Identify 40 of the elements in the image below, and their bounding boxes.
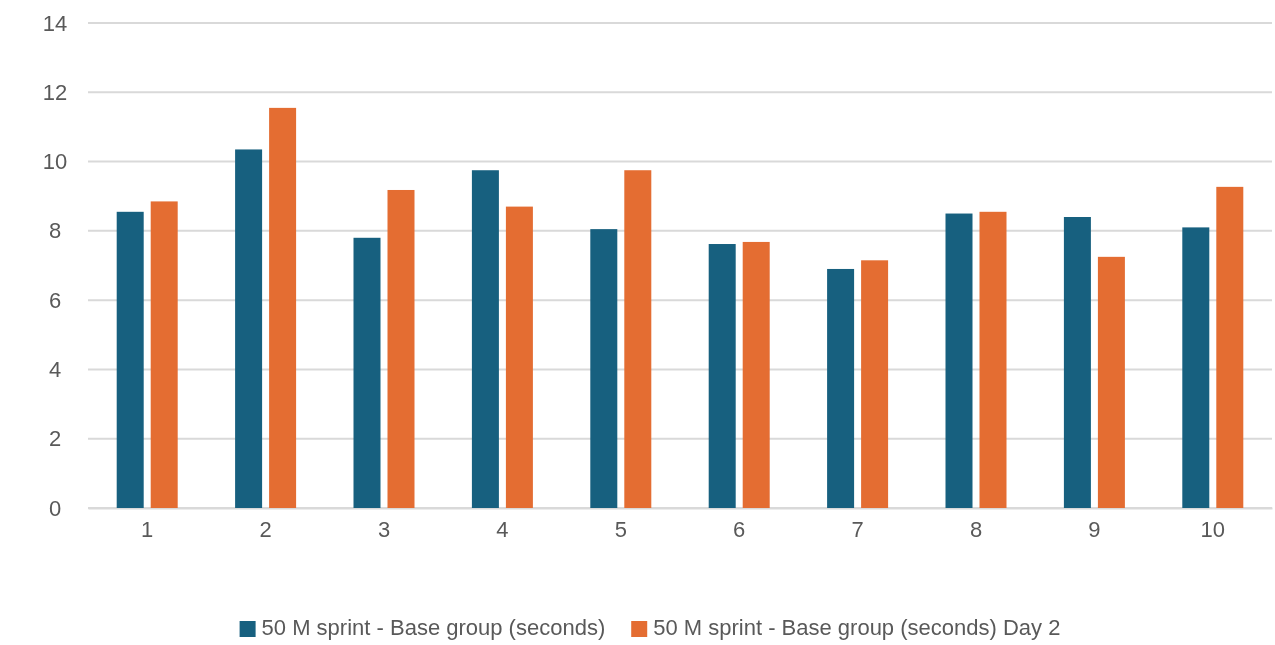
- bar: [505, 206, 533, 508]
- bar: [1182, 227, 1210, 508]
- legend-label: 50 M sprint - Base group (seconds) Day 2: [653, 615, 1061, 640]
- bar: [116, 211, 144, 508]
- bar: [1097, 256, 1125, 508]
- y-tick-label: 0: [48, 495, 62, 521]
- bar: [1216, 186, 1244, 508]
- bar: [861, 260, 889, 508]
- bar: [979, 211, 1007, 508]
- bar: [471, 170, 499, 508]
- x-tick-label: 9: [1088, 517, 1101, 542]
- bar: [269, 107, 297, 508]
- y-tick-label: 12: [42, 79, 68, 105]
- y-tick-label: 6: [48, 287, 62, 313]
- bar: [827, 268, 855, 508]
- y-tick-label: 2: [48, 426, 62, 452]
- bar: [742, 241, 770, 508]
- x-tick-label: 7: [851, 517, 864, 542]
- x-tick-label: 10: [1200, 517, 1226, 542]
- bar: [150, 201, 178, 508]
- y-tick-label: 8: [48, 218, 62, 244]
- bar: [1063, 217, 1091, 508]
- legend-label: 50 M sprint - Base group (seconds): [261, 615, 606, 640]
- bar: [708, 244, 736, 508]
- x-tick-label: 2: [259, 517, 272, 542]
- x-tick-label: 1: [141, 517, 154, 542]
- bar: [387, 189, 415, 508]
- bar: [590, 229, 618, 508]
- bar: [945, 213, 973, 508]
- y-tick-label: 14: [42, 10, 68, 36]
- bar: [624, 170, 652, 508]
- bar: [235, 149, 263, 508]
- y-tick-label: 10: [42, 149, 68, 175]
- bar: [353, 237, 381, 508]
- x-tick-label: 8: [969, 517, 983, 542]
- x-tick-label: 4: [496, 517, 509, 542]
- x-tick-label: 3: [377, 517, 391, 542]
- x-tick-label: 5: [614, 517, 627, 542]
- x-tick-label: 6: [733, 517, 746, 542]
- y-tick-label: 4: [48, 356, 62, 382]
